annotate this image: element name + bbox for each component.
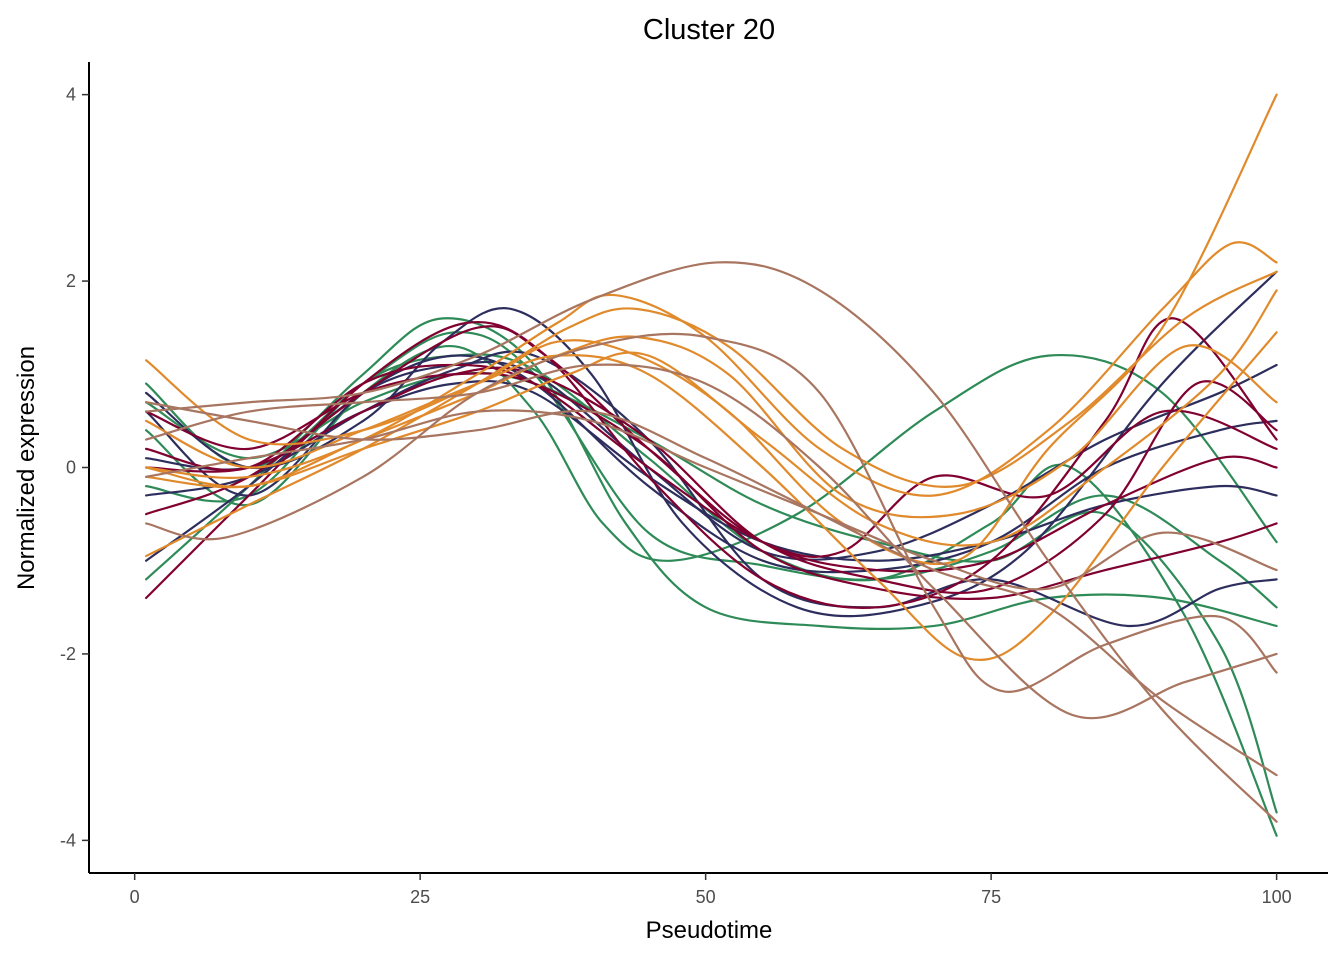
series-line-19	[145, 335, 1278, 519]
series-line-18	[145, 270, 1278, 558]
x-tick-label: 0	[130, 887, 140, 907]
x-axis-title: Pseudotime	[646, 917, 773, 944]
series-line-5	[145, 371, 1278, 814]
y-tick-label: 2	[66, 271, 76, 291]
series-line-17	[145, 241, 1278, 497]
x-tick-label: 75	[981, 887, 1001, 907]
series-line-6	[145, 270, 1278, 618]
y-tick-label: -2	[60, 644, 76, 664]
series-line-23	[145, 332, 1278, 693]
y-axis-title: Normalized expression	[13, 346, 40, 590]
series-line-24	[145, 363, 1278, 720]
x-ticks: 0 25 50 75 100	[130, 873, 1292, 907]
y-tick-label: 0	[66, 458, 76, 478]
x-tick-label: 50	[696, 887, 716, 907]
y-tick-label: 4	[66, 85, 76, 105]
series-line-16	[145, 93, 1278, 566]
series-line-26	[145, 409, 1278, 591]
series-line-25	[145, 401, 1278, 777]
x-tick-label: 25	[410, 887, 430, 907]
chart-title: Cluster 20	[643, 14, 775, 46]
y-tick-label: -4	[60, 830, 76, 850]
x-tick-label: 100	[1262, 887, 1292, 907]
series-line-20	[145, 331, 1278, 661]
series-line-14	[145, 372, 1278, 601]
series-line-22	[145, 261, 1278, 823]
y-ticks: -4 -2 0 2 4	[60, 85, 89, 850]
series-line-21	[145, 289, 1278, 547]
series-line-11	[145, 317, 1278, 609]
series-line-3	[145, 345, 1278, 562]
series-layer	[145, 93, 1278, 837]
series-line-15	[145, 366, 1278, 595]
